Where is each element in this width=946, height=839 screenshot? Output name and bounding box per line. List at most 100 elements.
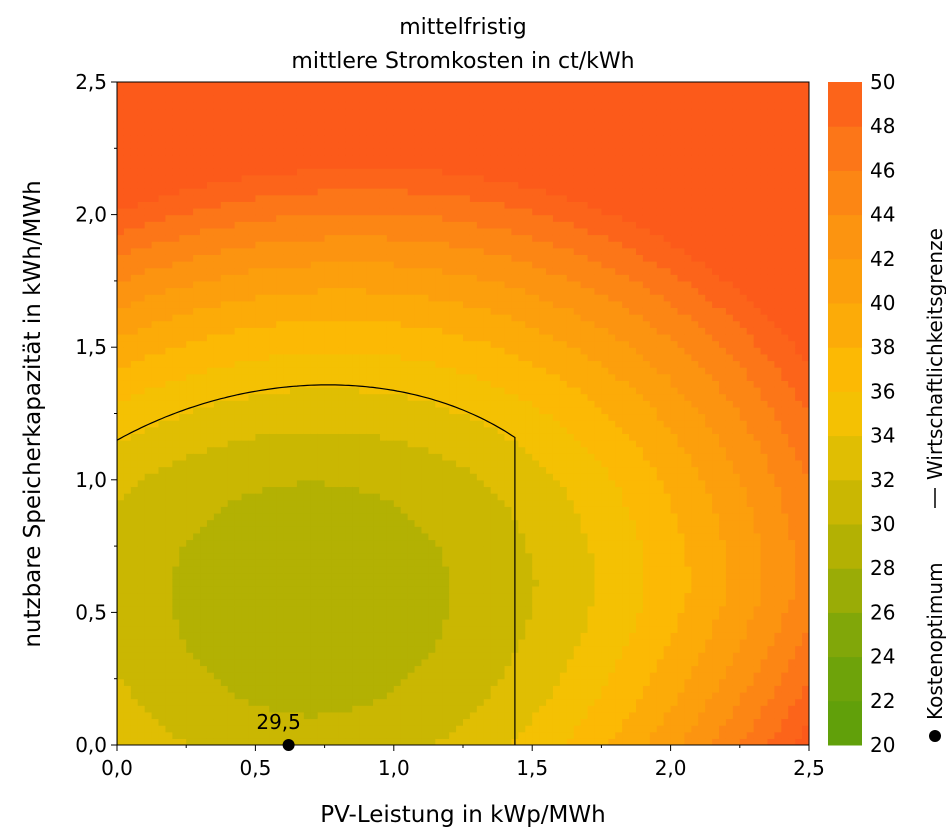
heatmap-cell bbox=[352, 214, 360, 222]
heatmap-cell bbox=[407, 101, 416, 110]
heatmap-cell bbox=[220, 725, 229, 733]
heatmap-cell bbox=[400, 115, 409, 123]
heatmap-cell bbox=[400, 493, 409, 501]
heatmap-cell bbox=[151, 433, 160, 441]
heatmap-cell bbox=[248, 658, 256, 667]
heatmap-cell bbox=[262, 287, 270, 295]
heatmap-cell bbox=[303, 725, 312, 733]
heatmap-cell bbox=[400, 128, 409, 136]
heatmap-cell bbox=[290, 685, 298, 693]
heatmap-cell bbox=[324, 194, 333, 202]
heatmap-cell bbox=[414, 327, 423, 335]
heatmap-cell bbox=[296, 214, 305, 222]
heatmap-cell bbox=[179, 115, 187, 123]
heatmap-cell bbox=[449, 506, 457, 514]
heatmap-cell bbox=[262, 141, 270, 149]
heatmap-cell bbox=[310, 592, 319, 600]
heatmap-cell bbox=[227, 718, 236, 726]
heatmap-cell bbox=[179, 526, 187, 534]
heatmap-cell bbox=[317, 738, 326, 745]
heatmap-cell bbox=[130, 214, 139, 222]
heatmap-cell bbox=[276, 638, 284, 647]
heatmap-cell bbox=[213, 108, 222, 116]
heatmap-cell bbox=[324, 327, 333, 335]
heatmap-cell bbox=[310, 181, 319, 189]
heatmap-cell bbox=[290, 115, 298, 123]
heatmap-cell bbox=[303, 154, 312, 163]
heatmap-cell bbox=[428, 552, 436, 560]
heatmap-cell bbox=[151, 101, 160, 110]
heatmap-cell bbox=[449, 314, 457, 322]
heatmap-cell bbox=[379, 612, 388, 620]
heatmap-cell bbox=[449, 174, 457, 183]
heatmap-cell bbox=[449, 638, 457, 647]
heatmap-cell bbox=[123, 234, 132, 242]
heatmap-cell bbox=[117, 546, 125, 554]
heatmap-cell bbox=[296, 227, 305, 236]
heatmap-cell bbox=[255, 280, 263, 289]
heatmap-cell bbox=[269, 466, 277, 474]
heatmap-cell bbox=[414, 473, 423, 481]
heatmap-cell bbox=[255, 665, 263, 673]
heatmap-cell bbox=[206, 459, 215, 468]
heatmap-cell bbox=[137, 585, 146, 594]
heatmap-cell bbox=[310, 386, 319, 395]
heatmap-cell bbox=[186, 479, 194, 488]
heatmap-cell bbox=[123, 446, 132, 454]
heatmap-cell bbox=[206, 135, 215, 143]
heatmap-cell bbox=[179, 207, 187, 216]
heatmap-cell bbox=[290, 645, 298, 653]
heatmap-cell bbox=[324, 592, 333, 600]
heatmap-cell bbox=[248, 486, 256, 494]
heatmap-cell bbox=[442, 314, 450, 322]
heatmap-cell bbox=[137, 353, 146, 362]
heatmap-cell bbox=[435, 267, 443, 275]
heatmap-cell bbox=[123, 572, 132, 580]
heatmap-cell bbox=[428, 433, 436, 441]
heatmap-cell bbox=[379, 665, 388, 673]
heatmap-cell bbox=[303, 632, 312, 640]
heatmap-cell bbox=[276, 446, 284, 454]
heatmap-cell bbox=[303, 135, 312, 143]
heatmap-cell bbox=[373, 274, 381, 282]
heatmap-cell bbox=[262, 619, 270, 627]
heatmap-cell bbox=[269, 725, 277, 733]
heatmap-cell bbox=[366, 579, 374, 587]
heatmap-cell bbox=[117, 340, 125, 348]
heatmap-cell bbox=[193, 645, 201, 653]
heatmap-cell bbox=[407, 592, 416, 600]
heatmap-cell bbox=[449, 333, 457, 342]
heatmap-cell bbox=[234, 711, 243, 720]
heatmap-cell bbox=[393, 672, 402, 680]
heatmap-cell bbox=[435, 353, 443, 362]
heatmap-cell bbox=[345, 294, 353, 302]
heatmap-cell bbox=[248, 294, 256, 302]
heatmap-cell bbox=[151, 453, 160, 461]
heatmap-cell bbox=[213, 82, 222, 90]
heatmap-cell bbox=[234, 685, 243, 693]
heatmap-cell bbox=[144, 95, 153, 103]
heatmap-cell bbox=[317, 380, 326, 388]
heatmap-cell bbox=[262, 121, 270, 130]
heatmap-cell bbox=[137, 280, 146, 289]
heatmap-cell bbox=[407, 188, 416, 196]
heatmap-cell bbox=[276, 625, 284, 633]
heatmap-cell bbox=[386, 572, 395, 580]
heatmap-cell bbox=[241, 552, 250, 560]
heatmap-cell bbox=[262, 426, 270, 434]
heatmap-cell bbox=[331, 486, 340, 494]
heatmap-cell bbox=[435, 718, 443, 726]
heatmap-cell bbox=[379, 539, 388, 547]
heatmap-cell bbox=[262, 340, 270, 348]
heatmap-cell bbox=[193, 519, 201, 527]
heatmap-cell bbox=[296, 559, 305, 567]
heatmap-cell bbox=[324, 181, 333, 189]
heatmap-cell bbox=[393, 254, 402, 262]
heatmap-cell bbox=[407, 174, 416, 183]
heatmap-cell bbox=[442, 201, 450, 209]
heatmap-cell bbox=[303, 645, 312, 653]
heatmap-cell bbox=[117, 181, 125, 189]
heatmap-cell bbox=[373, 519, 381, 527]
heatmap-cell bbox=[338, 333, 346, 342]
heatmap-cell bbox=[428, 101, 436, 110]
